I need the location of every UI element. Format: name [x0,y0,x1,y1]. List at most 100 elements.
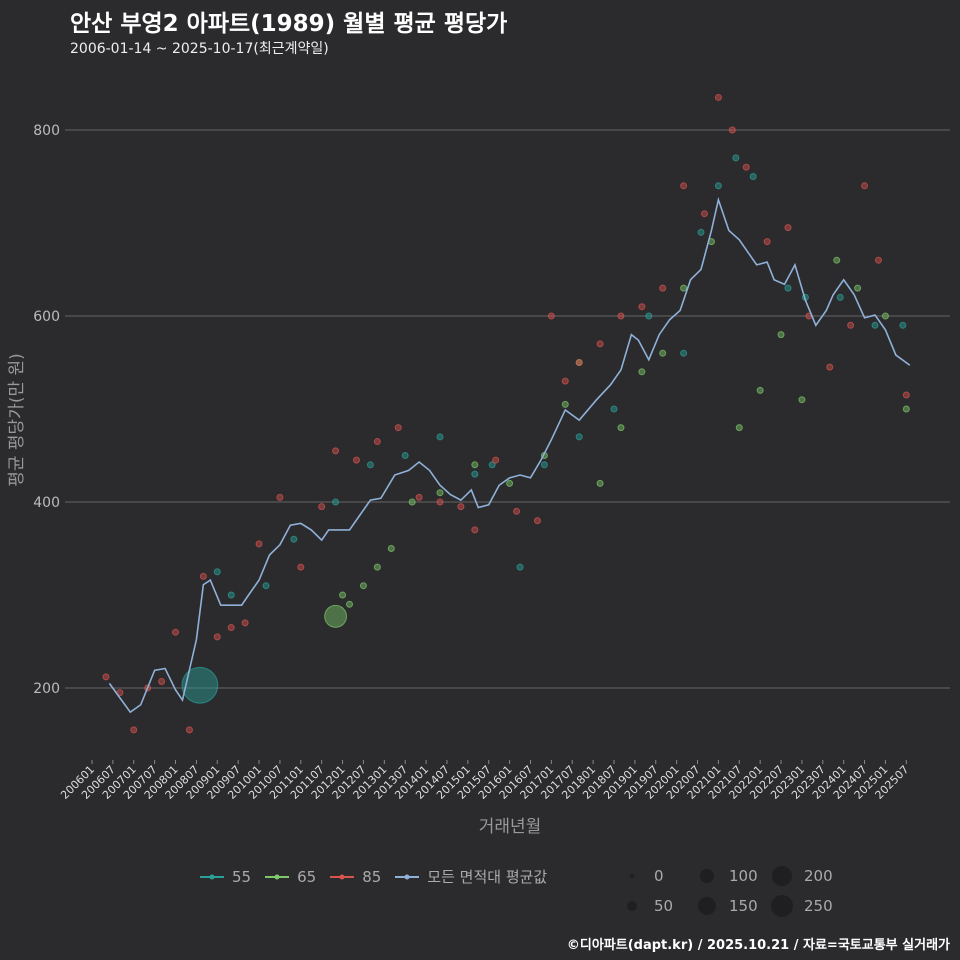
series-85-point [332,447,340,455]
series-65-point [777,331,785,339]
series-65-point [506,479,514,487]
y-tick-label: 600 [33,309,60,325]
series-65-point [387,545,395,552]
size-dot-icon [699,868,715,884]
legend-label: 55 [232,867,252,886]
series-55-point [697,228,705,236]
series-85-point [457,503,465,511]
series-65-point [596,479,604,487]
series-55-point [436,433,444,441]
series-55-point [471,470,479,478]
series-85-point [700,210,708,218]
series-65-point [854,284,862,292]
legend-label: 모든 면적대 평균값 [427,868,548,886]
series-55-point [540,461,548,469]
series-55-point [610,405,618,413]
size-legend-label: 150 [729,897,758,915]
series-85-point [784,224,792,232]
size-legend-label: 100 [729,867,758,885]
size-legend-label: 50 [654,897,674,915]
series-55-point [680,349,688,357]
series-85-point [471,526,479,534]
series-55-point [749,173,757,180]
size-legend-label: 200 [804,867,833,885]
series-55-point [181,666,219,704]
series-85-point [763,238,771,246]
series-65-point [680,284,688,292]
series-55-point [366,461,374,469]
series-85-point [742,163,750,171]
series-85-point [185,726,193,734]
series-85-point [255,540,263,548]
chart-title: 안산 부영2 아파트(1989) 월별 평균 평당가 [70,11,508,37]
series-55-point [784,284,792,292]
series-85-point [436,498,444,506]
series-65-point [833,256,841,264]
series-65-point [561,400,569,408]
series-65-point [735,424,743,432]
series-85-point [680,182,688,190]
series-85-point [659,284,667,292]
size-legend-item: 100 [695,864,770,888]
size-dot-icon [770,894,794,918]
size-legend-item: 200 [770,864,845,888]
series-85-point [241,619,249,627]
series-85-point [276,493,284,501]
series-55-point [213,568,221,576]
series-85-point [714,93,722,101]
series-85-point [638,303,646,311]
series-85-point [227,624,235,632]
series-65-point [902,405,910,413]
series-85-point [533,517,541,525]
series-legend: 55 65 85 모든 면적대 평균값 [200,866,547,887]
series-55-point [714,182,722,190]
series-65-point [359,582,367,590]
series-65-point [798,396,806,404]
series-65-point [638,368,646,376]
series-85-point [213,633,221,641]
series-85-point [102,673,110,681]
y-axis-label: 평균 평당가(만 원) [7,353,27,487]
series-55-point [262,582,270,590]
series-85-point [561,377,569,385]
footer-credit: ©디아파트(dapt.kr) / 2025.10.21 / 자료=국토교통부 실… [566,938,950,953]
size-legend-label: 250 [804,897,833,915]
series-85-point [130,726,138,734]
series-65-point [339,591,347,599]
series-85-point [172,628,180,636]
legend-85: 85 [330,868,381,886]
legend-label: 65 [297,867,317,886]
series-65-point [617,424,625,432]
series-65-point [436,489,444,497]
series-85-point [394,424,402,432]
size-dot-icon [698,897,716,915]
series-85-point [297,563,305,571]
y-tick-label: 800 [33,123,60,139]
series-65-point [471,461,479,469]
series-55-point [836,293,844,301]
legend-line-icon [265,874,290,879]
legend-line-icon [395,874,420,879]
series-85-point [596,340,604,348]
legend-65: 65 [265,868,316,886]
series-55-point [645,312,653,320]
chart-subtitle: 2006-01-14 ~ 2025-10-17(최근계약일) [70,41,329,57]
series-85-point [861,182,869,190]
series-65-point [373,563,381,571]
series-85-point [513,507,521,515]
size-legend-label: 0 [654,867,664,885]
series-85-point [847,321,855,329]
series-85-point [874,256,882,264]
series-65-point [659,349,667,357]
series-85-point [373,438,381,446]
series-85-point [902,391,910,399]
series-85-point [728,126,736,134]
series-65-point [881,312,889,320]
size-legend-item: 50 [620,894,695,918]
series-55-point [516,563,524,571]
legend-label: 85 [362,867,382,886]
series-55-point [290,535,298,543]
y-tick-label: 200 [33,681,60,697]
size-dot-icon [626,900,638,912]
series-85-point [547,312,555,320]
